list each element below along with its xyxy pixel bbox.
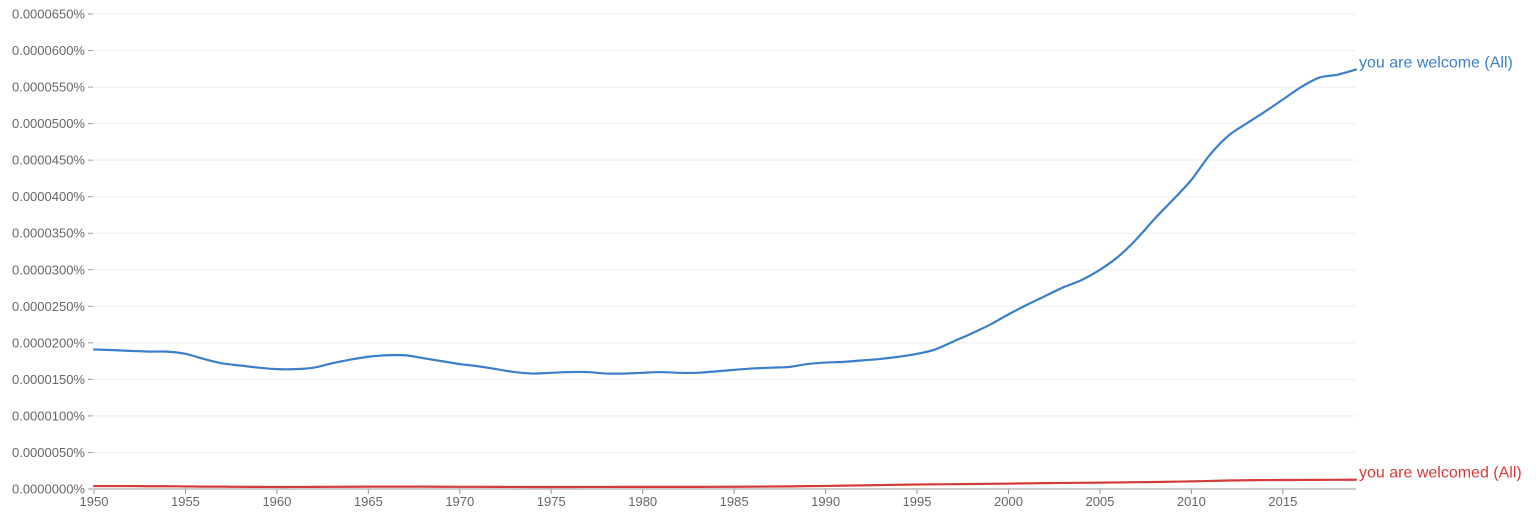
y-tick-label: 0.0000500% — [12, 116, 85, 131]
axes: 0.0000000% 0.0000050% 0.0000100% 0.0000150%… — [12, 7, 1356, 509]
x-tick-label: 2000 — [994, 494, 1023, 509]
x-tick-label: 2005 — [1085, 494, 1114, 509]
y-tick-label: 0.0000350% — [12, 226, 85, 241]
x-tick-label: 1980 — [628, 494, 657, 509]
y-tick-label: 0.0000650% — [12, 7, 85, 22]
y-tick-label: 0.0000000% — [12, 482, 85, 497]
x-tick-label: 1985 — [720, 494, 749, 509]
series-label-you-are-welcomed-all: you are welcomed (All) — [1359, 465, 1522, 482]
x-tick-label: 1960 — [262, 494, 291, 509]
x-tick-label: 1990 — [811, 494, 840, 509]
series-label-you-are-welcome-all: you are welcome (All) — [1359, 55, 1513, 72]
x-tick-label: 1975 — [537, 494, 566, 509]
x-tick-label: 1955 — [171, 494, 200, 509]
x-tick-label: 1970 — [445, 494, 474, 509]
y-tick-label: 0.0000450% — [12, 153, 85, 168]
series-line-you-are-welcome-all[interactable] — [92, 68, 1358, 375]
gridlines — [94, 13, 1356, 453]
x-tick-label: 1950 — [80, 494, 109, 509]
x-tick-label: 2015 — [1268, 494, 1297, 509]
series-labels: you are welcome (All) you are welcomed (A… — [1359, 55, 1522, 482]
x-tick-label: 1995 — [903, 494, 932, 509]
y-tick-label: 0.0000550% — [12, 80, 85, 95]
y-tick-label: 0.0000150% — [12, 372, 85, 387]
y-tick-label: 0.0000300% — [12, 262, 85, 277]
y-tick-label: 0.0000050% — [12, 445, 85, 460]
y-tick-label: 0.0000400% — [12, 189, 85, 204]
series-line-you-are-welcomed-all[interactable] — [92, 478, 1358, 489]
y-tick-label: 0.0000250% — [12, 299, 85, 314]
y-tick-label: 0.0000600% — [12, 43, 85, 58]
y-tick-label: 0.0000100% — [12, 408, 85, 423]
x-tick-label: 1965 — [354, 494, 383, 509]
series-lines — [92, 68, 1358, 489]
y-tick-label: 0.0000200% — [12, 335, 85, 350]
x-tick-label: 2010 — [1177, 494, 1206, 509]
